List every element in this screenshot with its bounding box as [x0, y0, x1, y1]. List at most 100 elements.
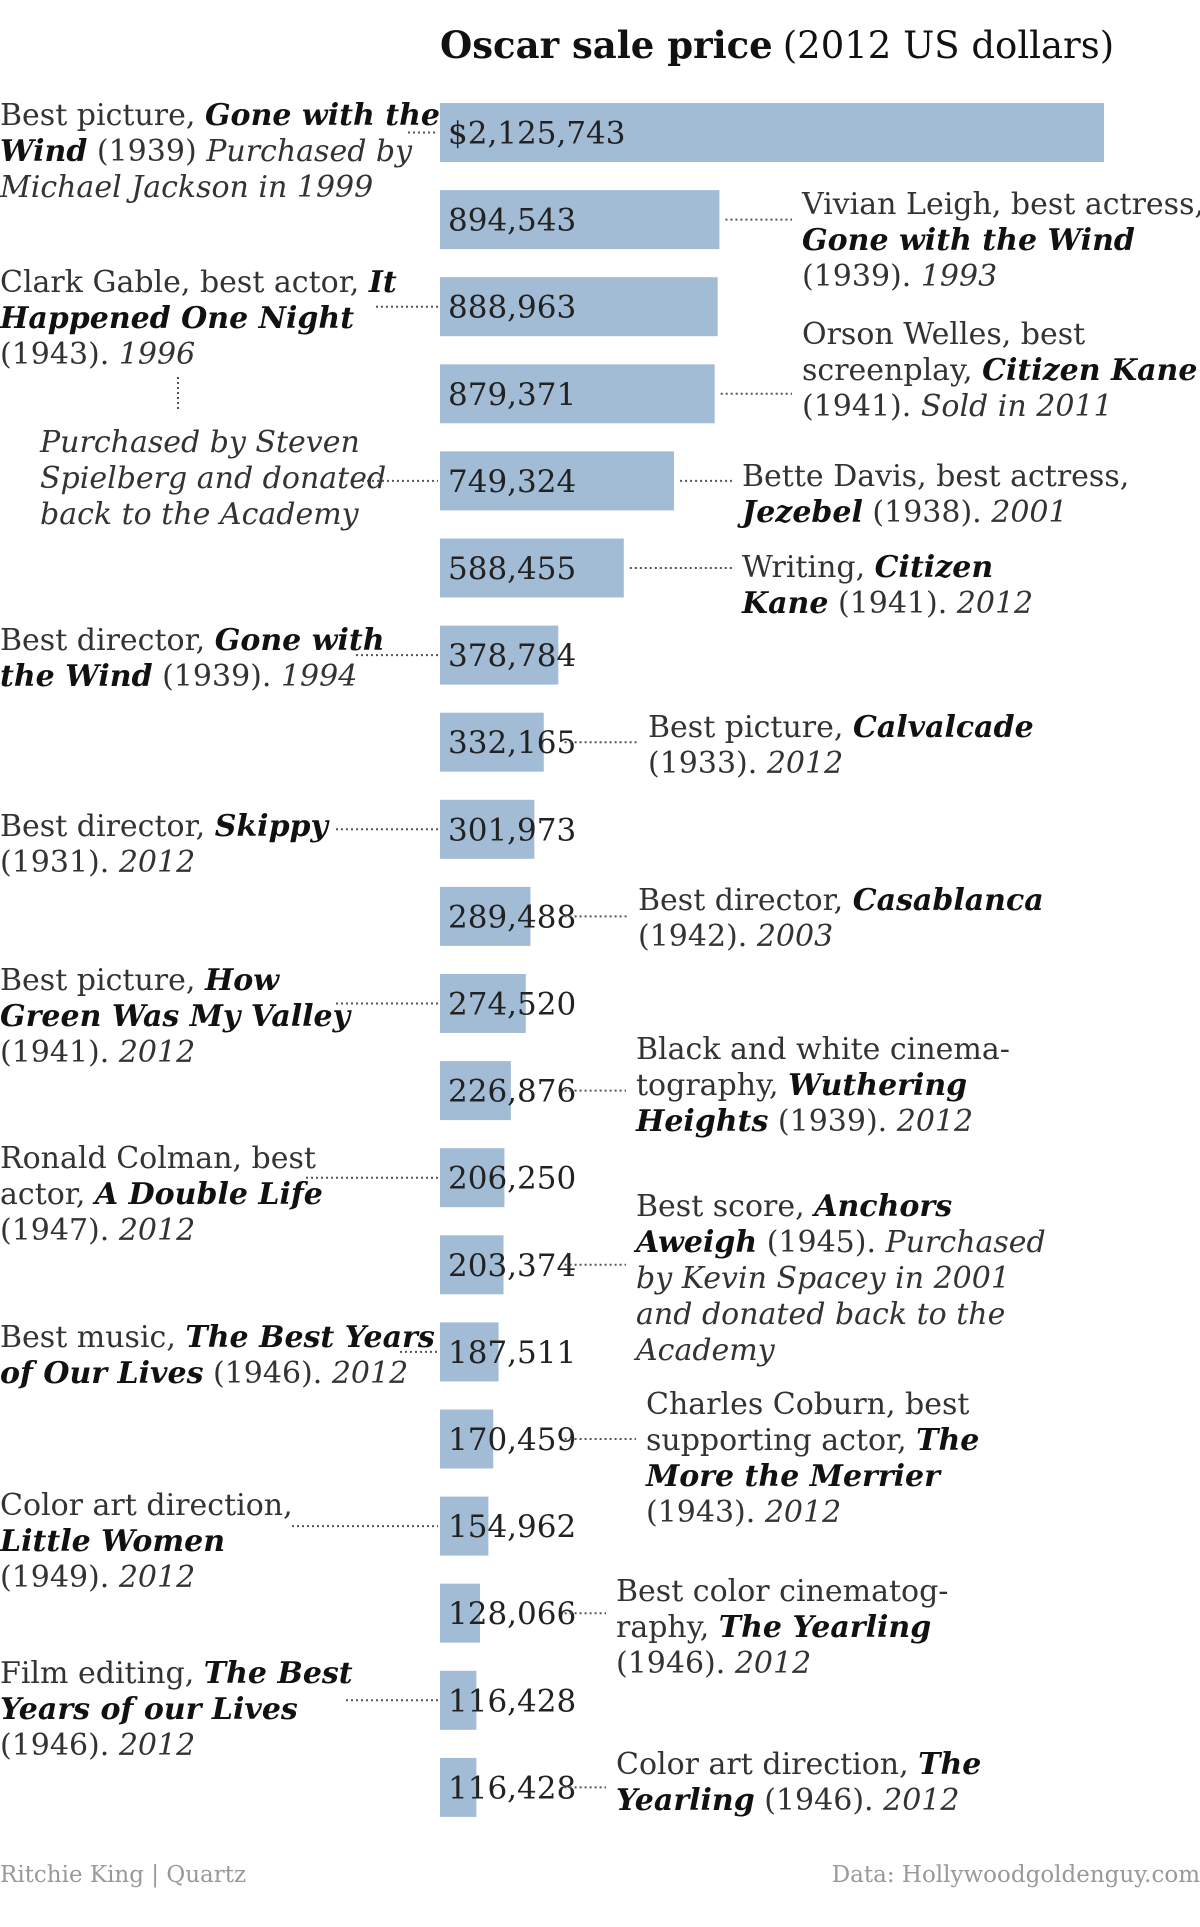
data-source: Data: Hollywoodgoldenguy.com	[831, 1862, 1200, 1888]
annotation-segment: Orson Welles, best	[802, 317, 1085, 352]
annotation-segment: 2012	[331, 1356, 408, 1391]
bar	[440, 712, 544, 772]
bar-annotation: Best director, Gone with the Wind (1939).…	[0, 623, 385, 694]
annotation-segment: Vivian Leigh, best actress,	[801, 187, 1200, 222]
annotation-segment: 1994	[281, 659, 357, 694]
bar-value-label: 274,520	[448, 987, 576, 1023]
bar-annotation: Orson Welles, best screenplay, Citizen Ka…	[802, 317, 1197, 424]
annotation-segment: Skippy	[215, 809, 331, 844]
annotation-segment: 2003	[756, 919, 833, 954]
bar	[440, 886, 531, 946]
bar-value-label: 206,250	[448, 1161, 576, 1197]
value-labels-group: $2,125,743 894,543 888,963 879,371 749,324 58…	[448, 116, 626, 1807]
annotation-segment: back to the Academy	[40, 497, 360, 532]
bar-annotation: Clark Gable, best actor, It Happened One …	[0, 265, 397, 372]
bar	[440, 1409, 494, 1469]
annotation-segment: Spielberg and donated	[40, 461, 386, 496]
annotation-segment: The	[916, 1423, 979, 1458]
bar-value-label: 116,428	[448, 1770, 576, 1806]
bar-value-label: 187,511	[448, 1335, 576, 1371]
bar	[440, 451, 675, 511]
annotation-segment: Gone with the	[205, 98, 440, 133]
annotation-segment: Best picture,	[0, 98, 205, 133]
credit-line: Ritchie King | Quartz	[0, 1862, 247, 1888]
bar	[440, 364, 715, 424]
annotation-segment: Best director,	[0, 623, 215, 658]
bar-value-label: $2,125,743	[448, 116, 626, 152]
annotation-segment: by Kevin Spacey in 2001	[636, 1261, 1010, 1296]
bar-value-label: 289,488	[448, 899, 576, 935]
bar-value-label: 226,876	[448, 1074, 576, 1110]
bar-annotation: Color art direction, Little Women (1949). …	[0, 1488, 293, 1595]
annotation-segment: (1943).	[0, 337, 119, 372]
annotation-segment: (1946).	[0, 1728, 119, 1763]
annotation-segment: Color art direction,	[616, 1747, 918, 1782]
annotation-segment: (1941).	[828, 586, 956, 621]
annotation-segment: Kane	[741, 586, 828, 621]
annotation-segment: tography,	[636, 1068, 788, 1103]
annotation-segment: A Double Life	[92, 1177, 323, 1212]
annotation-segment: 2012	[118, 1728, 195, 1763]
bar-annotation: Black and white cinema-tography, Wutheri…	[635, 1032, 1010, 1139]
annotation-segment: Color art direction,	[0, 1488, 293, 1523]
bar-value-label: 154,962	[448, 1509, 576, 1545]
annotation-segment: (1946).	[616, 1646, 735, 1681]
annotation-segment: 2012	[766, 746, 843, 781]
annotation-segment: (1949).	[0, 1560, 119, 1595]
bar	[440, 1235, 504, 1295]
annotation-segment: Film editing,	[0, 1656, 204, 1691]
annotation-segment: the Wind	[0, 659, 153, 694]
bar-value-label: 332,165	[448, 725, 576, 761]
annotation-segment: Ronald Colman, best	[0, 1141, 316, 1176]
annotation-segment: More the Merrier	[645, 1459, 942, 1494]
bar-annotation: Best color cinematog-raphy, The Yearling…	[616, 1574, 948, 1681]
bar-annotation: Ronald Colman, best actor, A Double Life(…	[0, 1141, 323, 1248]
bar	[440, 1670, 477, 1730]
bar-value-label: 879,371	[448, 377, 576, 413]
annotation-segment: screenplay,	[802, 353, 982, 388]
annotation-segment: Clark Gable, best actor,	[0, 265, 369, 300]
chart-title-main: Oscar sale price	[440, 23, 773, 67]
annotation-segment: Calvalcade	[853, 710, 1034, 745]
bar-annotation: Purchased by Steven Spielberg and donated…	[39, 425, 386, 532]
annotation-segment: actor,	[0, 1177, 95, 1212]
bar-value-label: 894,543	[448, 203, 576, 239]
annotation-segment: 2012	[764, 1495, 841, 1530]
annotation-segment: Best picture,	[648, 710, 853, 745]
annotation-segment: (1938).	[863, 495, 991, 530]
bar-annotation: Best score, Anchors Aweigh (1945). Purcha…	[633, 1189, 1046, 1368]
annotation-segment: (1939).	[802, 259, 921, 294]
annotation-segment: 2001	[990, 495, 1067, 530]
annotation-segment: (1942).	[638, 919, 757, 954]
annotation-segment: (1946).	[755, 1783, 883, 1818]
annotation-segment: supporting actor,	[646, 1423, 916, 1458]
annotation-segment: 2012	[118, 1560, 195, 1595]
bar-annotation: Writing, Citizen Kane (1941). 2012	[741, 550, 1033, 621]
bar-value-label: 378,784	[448, 638, 576, 674]
bar-value-label: 888,963	[448, 290, 576, 326]
bar	[440, 1496, 489, 1556]
annotation-segment: The Best Years	[185, 1320, 434, 1355]
annotation-segment: 2012	[882, 1783, 959, 1818]
annotation-segment: (1939)	[87, 134, 206, 169]
annotation-segment: (1946).	[203, 1356, 331, 1391]
annotation-segment: Gone with	[215, 623, 385, 658]
bar-value-label: 301,973	[448, 812, 576, 848]
annotation-segment: Purchased by Steven	[39, 425, 360, 460]
annotation-segment: Wind	[0, 134, 87, 169]
bar-annotation: Best picture, Calvalcade (1933). 2012	[648, 710, 1034, 781]
annotation-segment: Best score,	[636, 1189, 814, 1224]
annotation-segment: raphy,	[616, 1610, 719, 1645]
annotations-group: Best picture, Gone with the Wind (1939) P…	[0, 98, 1200, 1818]
bar-value-label: 749,324	[448, 464, 576, 500]
annotation-segment: Aweigh	[633, 1225, 757, 1260]
annotation-segment: Green Was My Valley	[0, 999, 353, 1034]
annotation-segment: Happened One Night	[0, 301, 354, 336]
annotation-segment: (1941).	[802, 389, 921, 424]
bar-value-label: 128,066	[448, 1596, 576, 1632]
bar	[440, 799, 535, 859]
annotation-segment: Purchased by	[205, 134, 413, 169]
annotation-segment: Heights	[635, 1104, 768, 1139]
bars-group	[440, 103, 1104, 1817]
annotation-segment: Purchased	[885, 1225, 1046, 1260]
